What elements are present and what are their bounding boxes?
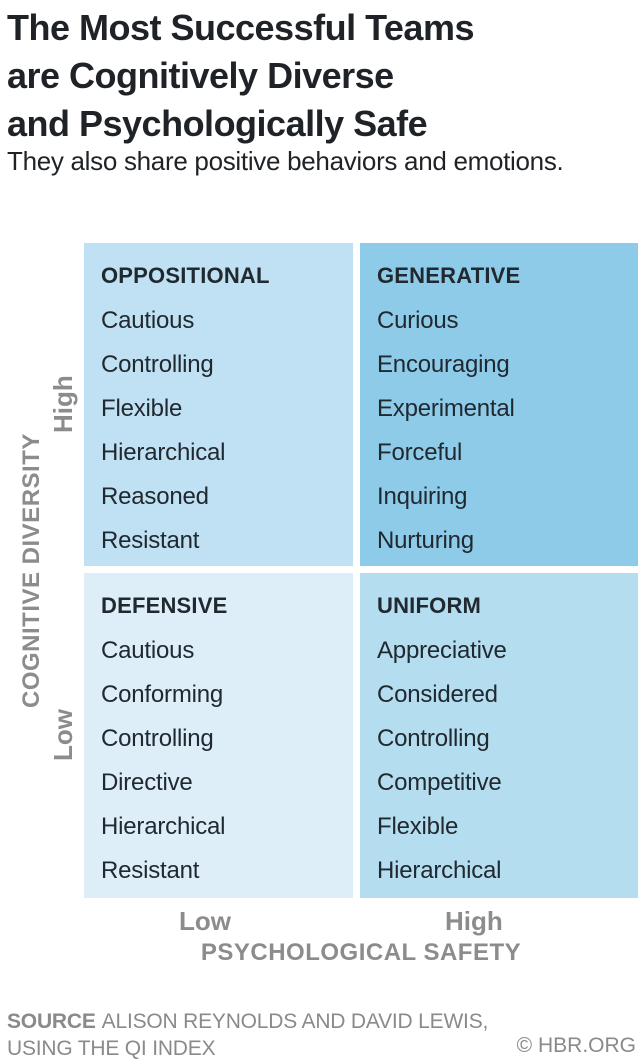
quadrant-trait: Flexible [377, 813, 459, 840]
x-axis-label: PSYCHOLOGICAL SAFETY [200, 939, 522, 966]
quadrant-defensive: DEFENSIVE Cautious Conforming Controllin… [84, 573, 353, 898]
quadrant-trait: Hierarchical [101, 439, 226, 466]
quadrant-trait: Controlling [377, 725, 490, 752]
source-line-2: USING THE QI INDEX [7, 1037, 216, 1060]
quadrant-trait: Inquiring [377, 483, 468, 510]
quadrant-uniform: UNIFORM Appreciative Considered Controll… [360, 573, 638, 898]
quadrant-trait: Reasoned [101, 483, 209, 510]
chart-title-line-3: and Psychologically Safe [7, 103, 428, 144]
chart-title-line-2: are Cognitively Diverse [7, 55, 394, 96]
quadrant-trait: Resistant [101, 857, 200, 884]
quadrant-name: GENERATIVE [377, 263, 521, 288]
quadrant-trait: Hierarchical [101, 813, 226, 840]
quadrant-trait: Directive [101, 769, 193, 796]
quadrant-trait: Controlling [101, 351, 214, 378]
source-note: SOURCE ALISON REYNOLDS AND DAVID LEWIS, U… [7, 1008, 488, 1062]
quadrant-oppositional: OPPOSITIONAL Cautious Controlling Flexib… [84, 243, 353, 566]
y-axis-low-tick: Low [48, 709, 78, 762]
quadrant-trait: Encouraging [377, 351, 510, 378]
quadrant-trait: Cautious [101, 307, 195, 334]
x-axis-low-tick: Low [179, 906, 231, 936]
quadrant-matrix: OPPOSITIONAL Cautious Controlling Flexib… [84, 243, 638, 898]
chart-title: The Most Successful Teams are Cognitivel… [7, 4, 474, 148]
quadrant-trait: Resistant [101, 527, 200, 554]
quadrant-generative: GENERATIVE Curious Encouraging Experimen… [360, 243, 638, 566]
quadrant-trait: Nurturing [377, 527, 474, 554]
y-axis-label: COGNITIVE DIVERSITY [18, 433, 45, 708]
x-axis-high-tick: High [445, 906, 503, 936]
quadrant-trait: Conforming [101, 681, 224, 708]
quadrant-trait: Competitive [377, 769, 502, 796]
source-label: SOURCE [7, 1010, 96, 1033]
quadrant-trait: Forceful [377, 439, 463, 466]
quadrant-trait: Experimental [377, 395, 515, 422]
quadrant-trait: Hierarchical [377, 857, 502, 884]
chart-subtitle: They also share positive behaviors and e… [7, 146, 564, 176]
quadrant-trait: Flexible [101, 395, 183, 422]
quadrant-name: DEFENSIVE [101, 593, 228, 618]
source-line-1: SOURCE ALISON REYNOLDS AND DAVID LEWIS, [7, 1008, 488, 1035]
quadrant-trait: Considered [377, 681, 498, 708]
hbr-credit: © HBR.ORG [516, 1034, 636, 1057]
source-authors: ALISON REYNOLDS AND DAVID LEWIS, [101, 1010, 489, 1033]
quadrant-trait: Appreciative [377, 637, 507, 664]
quadrant-trait: Cautious [101, 637, 195, 664]
quadrant-name: UNIFORM [377, 593, 482, 618]
quadrant-name: OPPOSITIONAL [101, 263, 270, 288]
quadrant-trait: Curious [377, 307, 459, 334]
quadrant-trait: Controlling [101, 725, 214, 752]
chart-title-line-1: The Most Successful Teams [7, 7, 474, 48]
y-axis-high-tick: High [48, 375, 78, 434]
